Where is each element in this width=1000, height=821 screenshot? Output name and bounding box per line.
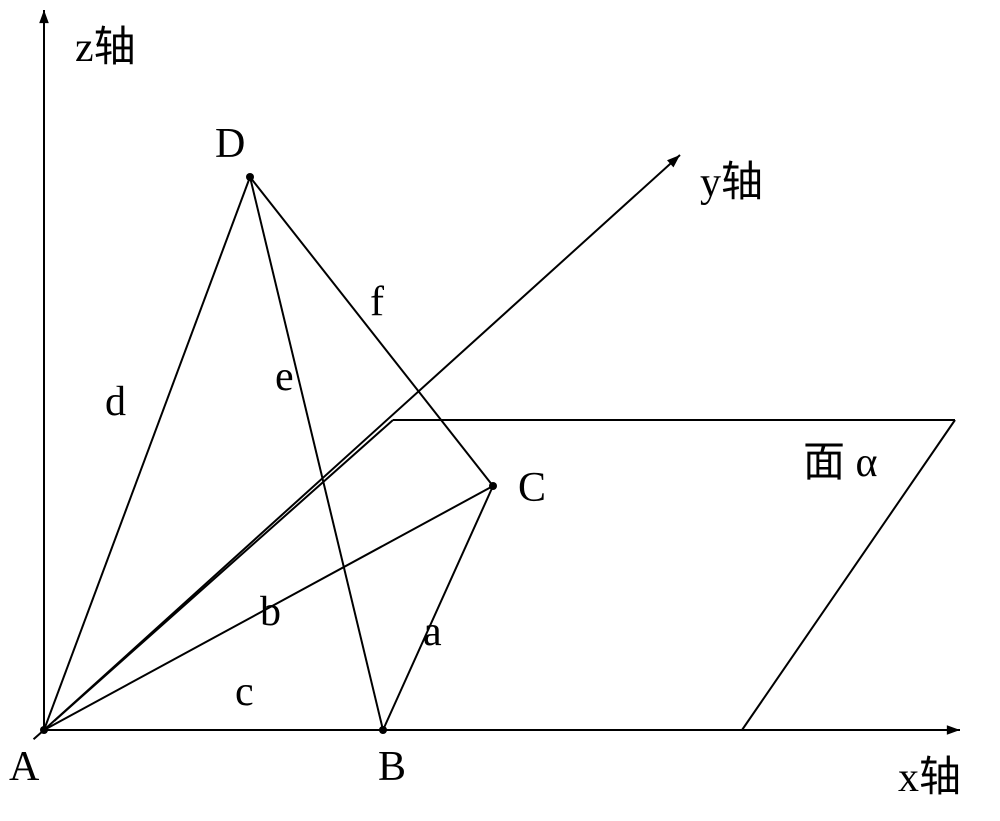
- edge-label-c: c: [235, 668, 254, 716]
- point-label-A: A: [9, 743, 39, 791]
- edge-label-a: a: [423, 608, 442, 656]
- x-axis-label: x轴: [898, 743, 961, 804]
- edge-label-e: e: [275, 353, 294, 401]
- point-label-D: D: [215, 120, 245, 168]
- edge-label-b: b: [260, 588, 281, 636]
- plane-label: 面 α: [803, 428, 878, 489]
- point-label-B: B: [378, 743, 406, 791]
- edge-label-d: d: [105, 378, 126, 426]
- edge-label-f: f: [370, 278, 384, 326]
- geometry-scene: [0, 0, 1000, 821]
- y-axis-label: y轴: [700, 148, 763, 209]
- z-axis-label: z轴: [75, 13, 136, 74]
- point-label-C: C: [518, 464, 546, 512]
